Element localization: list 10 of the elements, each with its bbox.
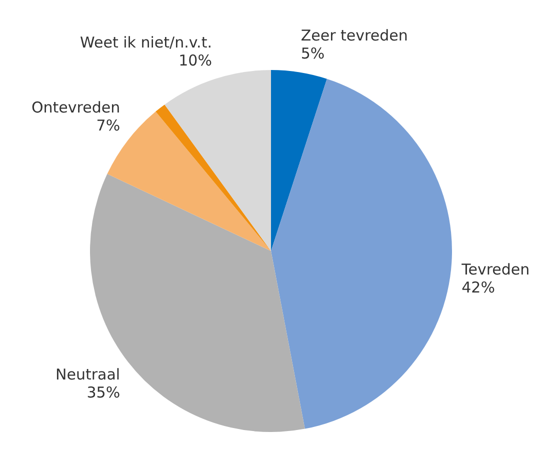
slice-label: Neutraal [56, 365, 120, 384]
slice-label: Weet ik niet/n.v.t. [80, 34, 212, 52]
slice-label: Tevreden [460, 260, 530, 278]
data-label: 7% [96, 116, 120, 134]
slice-label: Ontevreden [31, 98, 120, 116]
data-label: 42% [462, 278, 495, 296]
slice-label: Zeer tevreden [300, 26, 408, 45]
data-label: 5% [300, 44, 325, 63]
data-label: 10% [178, 52, 212, 70]
data-label: 35% [86, 383, 120, 402]
